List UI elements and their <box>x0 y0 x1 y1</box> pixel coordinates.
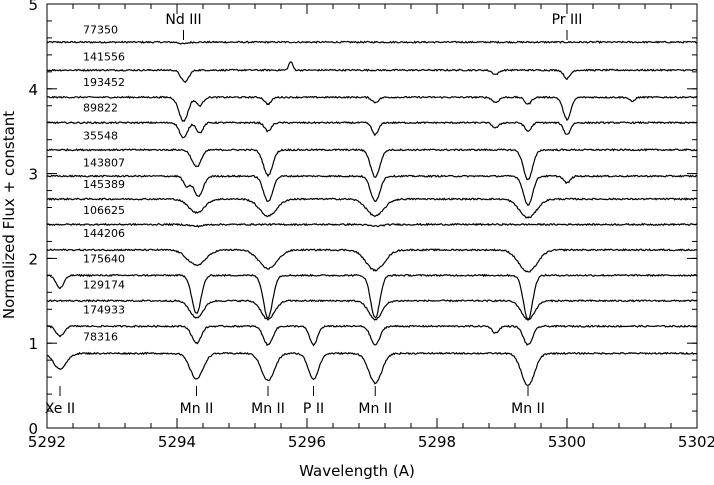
x-tick-label: 5294 <box>158 433 196 451</box>
x-tick-label: 5298 <box>418 433 456 451</box>
spectrum-line <box>46 197 698 219</box>
star-label: 193452 <box>83 76 125 89</box>
y-tick-label: 1 <box>28 335 38 353</box>
star-label: 141556 <box>83 51 125 64</box>
line-id-bottom-label: Mn II <box>358 401 392 417</box>
plot-frame <box>46 3 698 429</box>
y-tick-label: 3 <box>28 166 38 184</box>
star-labels: 77350 141556 193452 89822 35548 143807 145389 1… <box>83 23 125 343</box>
spectrum-line <box>46 40 697 45</box>
spectrum-line <box>46 174 698 207</box>
line-id-top-label: Nd III <box>165 12 201 28</box>
star-label: 129174 <box>83 279 125 292</box>
spectrum-line <box>46 351 698 386</box>
spectrum-line <box>46 222 697 228</box>
spectrum-line <box>46 324 698 347</box>
y-tick-label: 2 <box>28 250 38 268</box>
y-axis-title: Normalized Flux + constant <box>0 111 18 319</box>
spectra-series <box>46 40 698 386</box>
spectrum-line <box>46 148 698 181</box>
line-id-bottom-label: Mn II <box>511 401 545 417</box>
x-axis: 5292 5294 5296 5298 5300 5302 <box>28 4 714 451</box>
star-label: 174933 <box>83 303 125 316</box>
star-label: 106625 <box>83 204 125 217</box>
y-tick-label: 5 <box>28 0 38 14</box>
star-label: 35548 <box>83 129 118 142</box>
star-label: 78316 <box>83 330 118 343</box>
y-tick-label: 0 <box>28 420 38 438</box>
x-axis-title: Wavelength (A) <box>299 462 415 480</box>
line-id-bottom-label: P II <box>303 401 324 417</box>
spectrum-line <box>46 95 698 122</box>
star-label: 145389 <box>83 178 125 191</box>
star-label: 89822 <box>83 101 118 114</box>
x-tick-label: 5300 <box>548 433 586 451</box>
x-tick-label: 5292 <box>28 433 66 451</box>
spectrum-line <box>46 299 698 321</box>
line-id-bottom-label: Mn II <box>251 401 285 417</box>
star-label: 77350 <box>83 23 118 36</box>
star-label: 144206 <box>83 227 125 240</box>
plot-border <box>46 3 698 429</box>
spectrum-line <box>46 248 698 273</box>
star-label: 143807 <box>83 157 125 170</box>
x-tick-label: 5302 <box>678 433 714 451</box>
spectrum-line <box>47 61 698 84</box>
spectrum-line <box>46 120 698 139</box>
spectrum-line <box>46 273 698 321</box>
line-id-top-label: Pr III <box>552 12 583 28</box>
line-id-bottom-label: Xe II <box>45 401 75 417</box>
y-tick-label: 4 <box>28 81 38 99</box>
line-id-bottom-label: Mn II <box>180 401 214 417</box>
star-label: 175640 <box>83 252 125 265</box>
y-axis: 0 1 2 3 4 5 <box>28 0 697 438</box>
x-tick-label: 5296 <box>288 433 326 451</box>
line-identifications: Nd III Pr III Xe II Mn II Mn II P II Mn II Mn I… <box>45 12 583 417</box>
